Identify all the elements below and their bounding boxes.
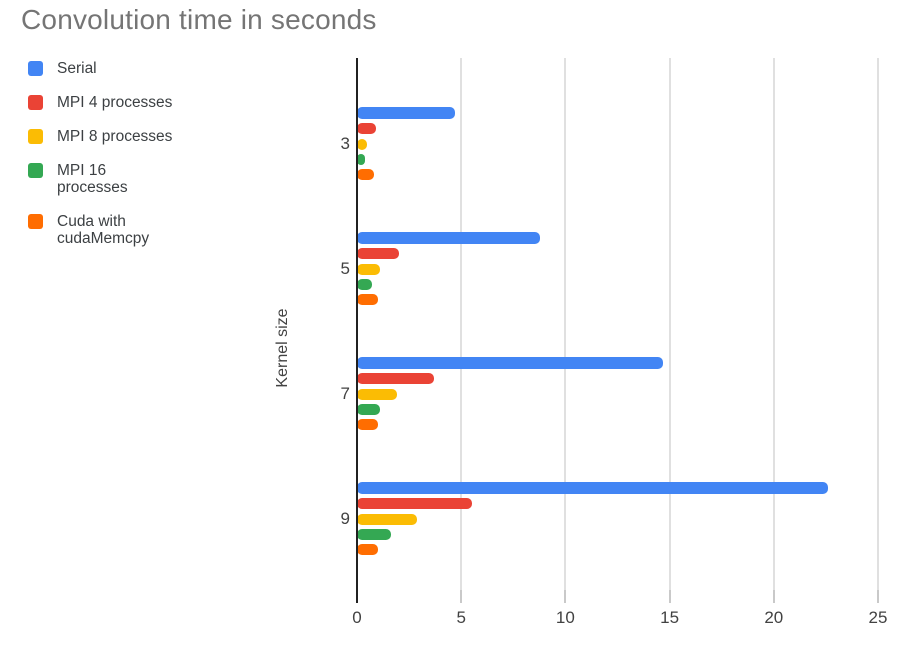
bar-serial-kernel-3[interactable] — [357, 106, 455, 119]
x-tick-label-10: 10 — [555, 608, 575, 627]
tick-mark-15 — [668, 590, 671, 603]
bar-group-kernel-5 — [357, 206, 878, 331]
bar-mpi-8-processes-kernel-3[interactable] — [357, 138, 368, 150]
tick-mark-5 — [460, 590, 463, 603]
y-category-label-9: 9 — [340, 508, 350, 528]
bar-group-kernel-7 — [357, 331, 878, 456]
legend-swatch-icon — [28, 95, 43, 110]
tick-mark-0 — [356, 590, 358, 603]
bars-layer — [357, 81, 878, 581]
x-axis-line — [356, 58, 358, 590]
legend-label: MPI 8 processes — [57, 128, 173, 145]
bar-mpi-8-processes-kernel-5[interactable] — [357, 263, 380, 275]
gridline-25 — [877, 58, 879, 590]
bar-mpi-16-processes-kernel-9[interactable] — [357, 528, 392, 540]
bar-cuda-with-cudamemcpy-kernel-9[interactable] — [357, 544, 378, 556]
gridline-15 — [668, 58, 671, 590]
bar-serial-kernel-7[interactable] — [357, 356, 664, 369]
legend-item-mpi-4-processes[interactable]: MPI 4 processes — [28, 94, 179, 111]
legend-label: Serial — [57, 60, 97, 77]
bar-mpi-16-processes-kernel-3[interactable] — [357, 153, 366, 165]
bar-mpi-8-processes-kernel-7[interactable] — [357, 388, 397, 400]
legend-swatch-icon — [28, 214, 43, 229]
legend-swatch-icon — [28, 129, 43, 144]
bar-serial-kernel-5[interactable] — [357, 231, 541, 244]
legend: Serial MPI 4 processes MPI 8 processes MPI … — [28, 60, 179, 264]
bar-mpi-16-processes-kernel-5[interactable] — [357, 278, 372, 290]
bar-group-kernel-3 — [357, 81, 878, 206]
bar-mpi-4-processes-kernel-5[interactable] — [357, 248, 399, 260]
bar-cuda-with-cudamemcpy-kernel-7[interactable] — [357, 419, 378, 431]
legend-label: MPI 16 processes — [57, 162, 128, 196]
y-category-label-7: 7 — [340, 383, 350, 403]
legend-item-serial[interactable]: Serial — [28, 60, 179, 77]
bar-mpi-4-processes-kernel-9[interactable] — [357, 498, 472, 510]
legend-item-cuda-with-cudamemcpy[interactable]: Cuda with cudaMemcpy — [28, 213, 179, 247]
x-tick-label-25: 25 — [868, 608, 888, 627]
bar-serial-kernel-9[interactable] — [357, 481, 828, 494]
y-category-label-3: 3 — [340, 133, 350, 153]
x-tick-label-5: 5 — [456, 608, 466, 627]
x-tick-label-20: 20 — [764, 608, 784, 627]
legend-item-mpi-16-processes[interactable]: MPI 16 processes — [28, 162, 179, 196]
gridline-10 — [564, 58, 567, 590]
bar-mpi-16-processes-kernel-7[interactable] — [357, 403, 380, 415]
gridline-5 — [460, 58, 463, 590]
legend-swatch-icon — [28, 61, 43, 76]
bar-cuda-with-cudamemcpy-kernel-5[interactable] — [357, 294, 378, 306]
bar-mpi-8-processes-kernel-9[interactable] — [357, 513, 418, 525]
bar-mpi-4-processes-kernel-3[interactable] — [357, 123, 376, 135]
tick-mark-25 — [877, 590, 879, 603]
plot-area: 0 5 10 15 20 25 — [352, 58, 887, 627]
legend-swatch-icon — [28, 163, 43, 178]
legend-item-mpi-8-processes[interactable]: MPI 8 processes — [28, 128, 179, 145]
legend-label: Cuda with cudaMemcpy — [57, 213, 150, 247]
bar-mpi-4-processes-kernel-7[interactable] — [357, 373, 435, 385]
tick-mark-10 — [564, 590, 567, 603]
y-category-label-5: 5 — [340, 258, 350, 278]
bar-group-kernel-9 — [357, 456, 878, 581]
x-tick-label-15: 15 — [660, 608, 680, 627]
x-tick-label-0: 0 — [352, 608, 362, 627]
bar-cuda-with-cudamemcpy-kernel-3[interactable] — [357, 169, 374, 181]
y-axis-title: Kernel size — [274, 308, 291, 388]
chart-title: Convolution time in seconds — [21, 4, 377, 35]
tick-mark-20 — [772, 590, 775, 603]
gridline-20 — [772, 58, 775, 590]
legend-label: MPI 4 processes — [57, 94, 173, 111]
